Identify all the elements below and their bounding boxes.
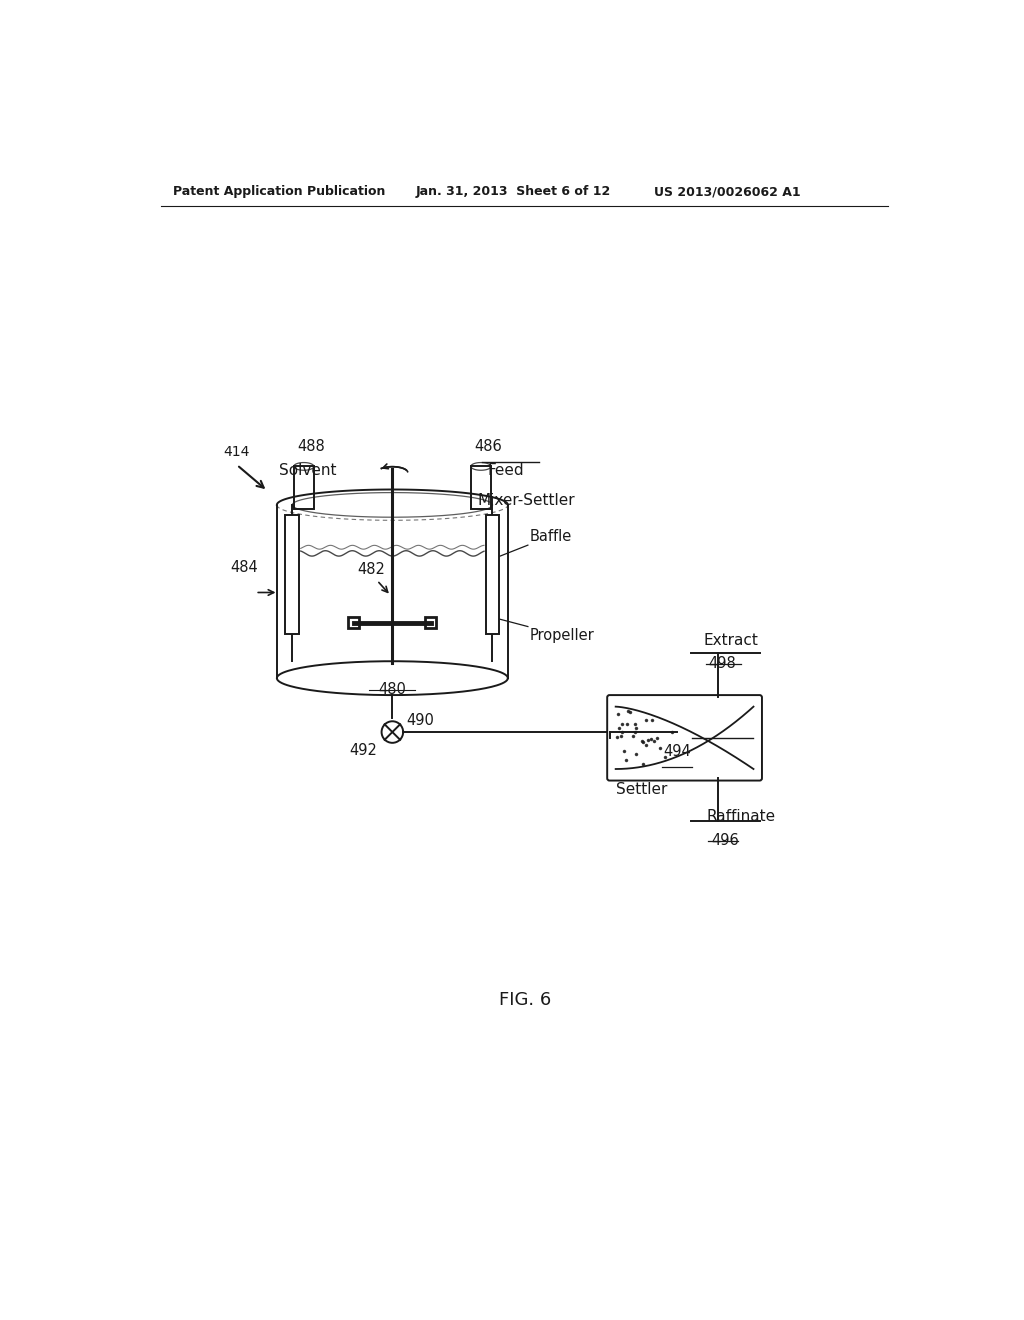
Text: Settler: Settler: [615, 781, 667, 797]
Text: Jan. 31, 2013  Sheet 6 of 12: Jan. 31, 2013 Sheet 6 of 12: [416, 185, 610, 198]
Bar: [485, 515, 500, 635]
Text: 482: 482: [357, 561, 386, 577]
Text: 494: 494: [664, 744, 691, 759]
Bar: [294, 466, 313, 508]
Bar: [348, 618, 359, 628]
Text: 490: 490: [407, 713, 434, 729]
FancyBboxPatch shape: [607, 696, 762, 780]
Text: 484: 484: [230, 560, 258, 576]
Text: 498: 498: [709, 656, 736, 671]
Text: 480: 480: [379, 682, 407, 697]
Text: Solvent: Solvent: [280, 463, 337, 478]
Text: Baffle: Baffle: [529, 528, 571, 544]
Text: Propeller: Propeller: [529, 628, 594, 643]
Text: FIG. 6: FIG. 6: [499, 991, 551, 1010]
Text: Extract: Extract: [703, 634, 759, 648]
Bar: [286, 515, 299, 635]
Text: 496: 496: [712, 833, 739, 847]
Text: Patent Application Publication: Patent Application Publication: [173, 185, 385, 198]
Text: 414: 414: [223, 445, 249, 459]
Text: 488: 488: [298, 440, 326, 454]
Bar: [425, 618, 436, 628]
Text: US 2013/0026062 A1: US 2013/0026062 A1: [654, 185, 801, 198]
Text: Feed: Feed: [487, 463, 523, 478]
Text: 492: 492: [349, 743, 377, 758]
Text: 486: 486: [475, 440, 503, 454]
Text: Raffinate: Raffinate: [707, 809, 775, 824]
Bar: [471, 466, 490, 508]
Text: Mixer-Settler: Mixer-Settler: [477, 494, 574, 508]
